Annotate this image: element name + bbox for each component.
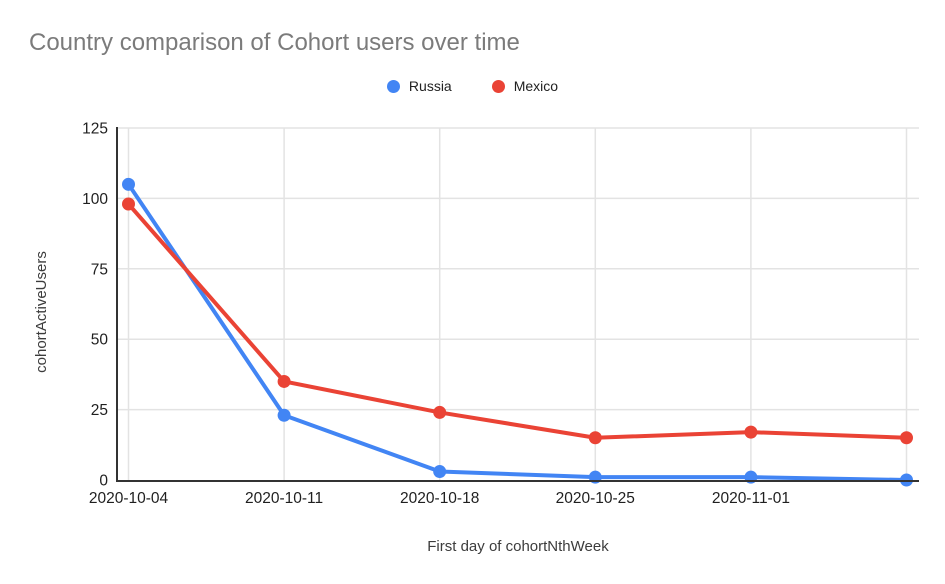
x-tick-label: 2020-10-04	[89, 490, 169, 507]
x-axis-title: First day of cohortNthWeek	[427, 538, 609, 555]
legend-marker-mexico-icon	[491, 79, 505, 93]
series-line-mexico	[126, 202, 909, 440]
y-tick-label: 125	[82, 121, 108, 138]
x-tick-label: 2020-10-25	[556, 490, 635, 507]
legend-item-russia: Russia	[386, 78, 452, 94]
x-tick-label: 2020-11-01	[712, 490, 790, 507]
data-point-mexico-4	[744, 425, 758, 439]
legend-label-mexico: Mexico	[513, 78, 559, 94]
data-point-russia-0	[122, 177, 135, 191]
y-tick-label: 75	[91, 261, 108, 278]
data-point-mexico-5	[900, 431, 913, 445]
data-point-russia-2	[433, 465, 447, 479]
x-tick-label: 2020-10-11	[245, 490, 323, 507]
data-point-mexico-2	[433, 405, 447, 419]
data-point-mexico-3	[588, 431, 602, 445]
y-tick-label: 0	[99, 473, 108, 490]
legend: Russia Mexico	[0, 78, 945, 94]
legend-item-mexico: Mexico	[491, 78, 559, 94]
data-point-russia-1	[277, 408, 291, 422]
y-tick-label: 100	[82, 191, 108, 208]
data-point-mexico-0	[122, 197, 135, 211]
series-line-russia	[126, 182, 909, 482]
chart-title: Country comparison of Cohort users over …	[29, 29, 520, 56]
data-point-mexico-1	[277, 374, 291, 388]
legend-label-russia: Russia	[408, 78, 452, 94]
y-tick-label: 25	[91, 402, 108, 419]
y-tick-label: 50	[91, 332, 109, 349]
legend-marker-russia-icon	[386, 79, 400, 93]
x-tick-label: 2020-10-18	[400, 490, 479, 507]
